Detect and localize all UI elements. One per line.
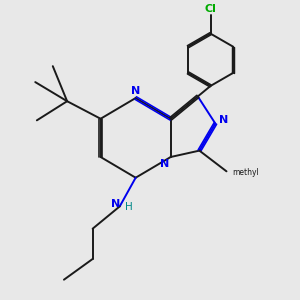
Text: N: N	[131, 86, 140, 96]
Text: Cl: Cl	[205, 4, 217, 14]
Text: H: H	[125, 202, 133, 212]
Text: methyl: methyl	[232, 168, 259, 177]
Text: N: N	[219, 115, 228, 125]
Text: N: N	[160, 159, 169, 169]
Text: N: N	[111, 199, 121, 209]
